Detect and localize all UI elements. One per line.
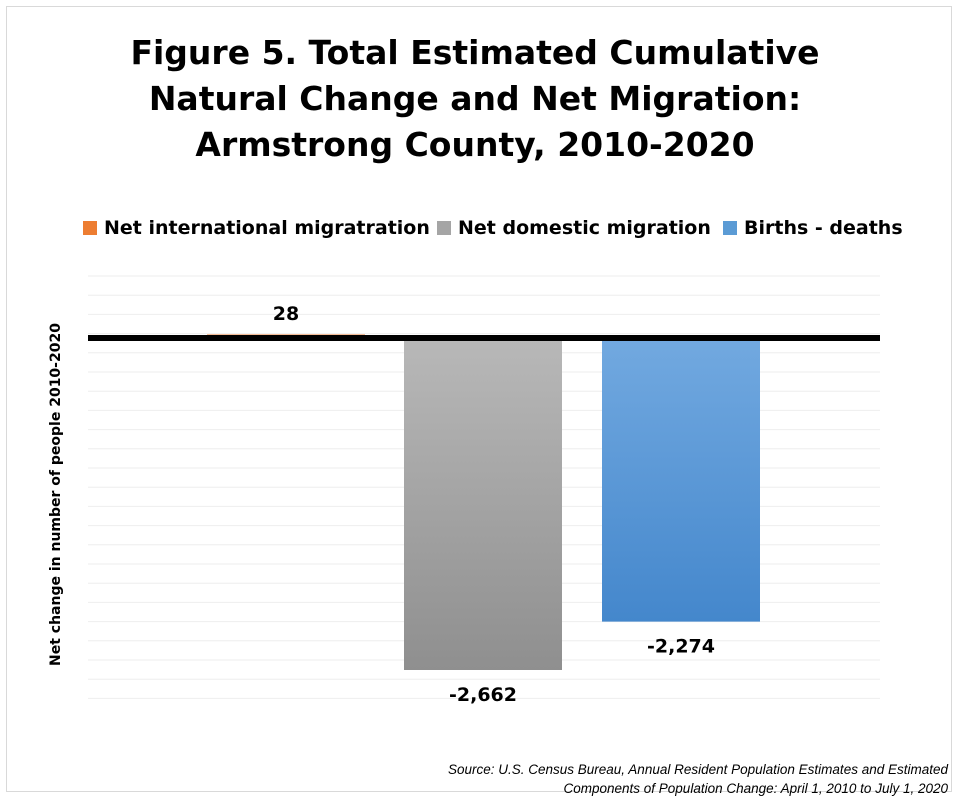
bar-births-deaths (602, 338, 760, 622)
legend-swatch-international (83, 221, 97, 235)
source-line-1: Source: U.S. Census Bureau, Annual Resid… (447, 762, 948, 777)
data-label-net-domestic: -2,662 (449, 684, 517, 706)
legend-item-international: Net international migratration (83, 217, 430, 239)
data-labels: 28 -2,662 -2,274 (273, 303, 715, 706)
bar-net-domestic (404, 338, 562, 670)
legend-item-births-deaths: Births - deaths (723, 217, 903, 239)
source-note: Source: U.S. Census Bureau, Annual Resid… (448, 760, 948, 798)
source-line-2: Components of Population Change: April 1… (563, 781, 948, 796)
legend-item-domestic: Net domestic migration (437, 217, 711, 239)
chart-legend: Net international migratration Net domes… (0, 217, 960, 245)
legend-label-international: Net international migratration (104, 217, 430, 239)
data-label-births-deaths: -2,274 (647, 636, 715, 658)
legend-swatch-domestic (437, 221, 451, 235)
title-line-2: Natural Change and Net Migration: (148, 79, 802, 118)
data-label-net-international: 28 (273, 303, 299, 325)
chart-title: Figure 5. Total Estimated Cumulative Nat… (0, 30, 950, 168)
legend-label-births-deaths: Births - deaths (744, 217, 903, 239)
title-line-1: Figure 5. Total Estimated Cumulative (130, 33, 820, 72)
bars (207, 334, 760, 670)
chart-frame (6, 6, 952, 792)
legend-label-domestic: Net domestic migration (458, 217, 711, 239)
legend-swatch-births-deaths (723, 221, 737, 235)
title-line-3: Armstrong County, 2010-2020 (195, 125, 755, 164)
